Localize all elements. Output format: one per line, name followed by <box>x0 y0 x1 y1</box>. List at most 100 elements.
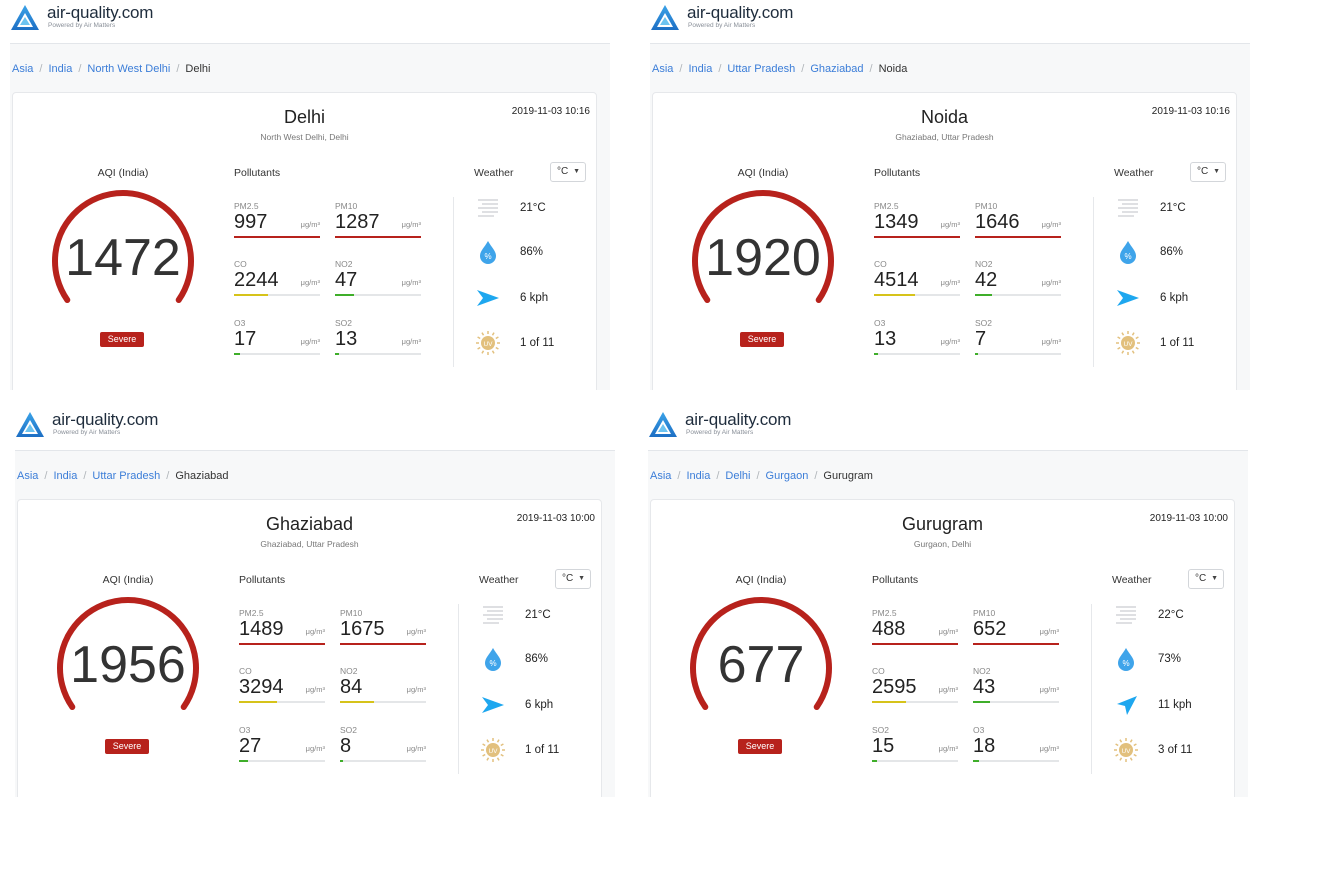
pollutant-name: PM2.5 <box>872 608 897 618</box>
pollutant-level-fill <box>874 294 916 296</box>
breadcrumb-link[interactable]: Asia <box>12 63 34 75</box>
pollutant-o3[interactable]: O3 27 μg/m³ <box>239 725 325 771</box>
temperature-unit-select[interactable]: °C ▼ <box>555 569 591 589</box>
breadcrumb-separator: / <box>716 470 720 482</box>
brand-name[interactable]: air-quality.com <box>47 3 154 22</box>
brand-logo-icon[interactable] <box>650 4 679 30</box>
brand-name[interactable]: air-quality.com <box>685 410 792 429</box>
city-region: Gurgaon, Delhi <box>913 539 972 549</box>
breadcrumb-link[interactable]: North West Delhi <box>87 63 171 75</box>
site-header: air-quality.com Powered by Air Matters <box>10 0 610 44</box>
weather-uv-value: 3 of 11 <box>1158 744 1193 756</box>
aqi-value: 677 <box>717 636 805 694</box>
pollutant-level-bar <box>234 294 320 296</box>
pollutant-so2[interactable]: SO2 7 μg/m³ <box>975 318 1061 364</box>
pollutant-no2[interactable]: NO2 84 μg/m³ <box>340 666 426 712</box>
temperature-unit-select[interactable]: °C ▼ <box>1190 162 1226 182</box>
pollutant-value: 2595 <box>872 676 917 698</box>
pollutant-pm10[interactable]: PM10 1646 μg/m³ <box>975 201 1061 247</box>
weather-humidity-value: 86% <box>520 246 544 258</box>
pollutant-value: 1675 <box>340 618 385 640</box>
city-region: North West Delhi, Delhi <box>260 132 349 142</box>
breadcrumb-link[interactable]: Uttar Pradesh <box>727 63 796 75</box>
pollutant-unit: μg/m³ <box>401 220 421 229</box>
temperature-unit-select[interactable]: °C ▼ <box>1188 569 1224 589</box>
brand-logo-icon[interactable] <box>648 411 677 437</box>
brand-logo-icon[interactable] <box>15 411 44 437</box>
aqi-card: Gurugram Gurgaon, Delhi 2019-11-03 10:00 AQ… <box>650 499 1235 797</box>
pollutant-so2[interactable]: SO2 15 μg/m³ <box>872 725 958 771</box>
humidity-drop-icon: % <box>1112 646 1140 672</box>
pollutant-pm10[interactable]: PM10 1287 μg/m³ <box>335 201 421 247</box>
pollutant-unit: μg/m³ <box>1041 337 1061 346</box>
aqi-gauge <box>47 189 199 311</box>
pollutant-unit: μg/m³ <box>1041 278 1061 287</box>
panel-ghaziabad: air-quality.com Powered by Air Matters Asi… <box>15 407 615 797</box>
pollutant-co[interactable]: CO 3294 μg/m³ <box>239 666 325 712</box>
breadcrumb-link[interactable]: Asia <box>17 470 39 482</box>
weather-temp-value: 21°C <box>525 609 551 621</box>
brand-name[interactable]: air-quality.com <box>687 3 794 22</box>
pollutant-co[interactable]: CO 4514 μg/m³ <box>874 259 960 305</box>
pollutant-co[interactable]: CO 2244 μg/m³ <box>234 259 320 305</box>
breadcrumb-link[interactable]: Ghaziabad <box>810 63 864 75</box>
pollutant-name: CO <box>874 259 887 269</box>
humidity-drop-icon: % <box>479 646 507 672</box>
pollutant-name: PM10 <box>335 201 358 211</box>
pollutant-no2[interactable]: NO2 42 μg/m³ <box>975 259 1061 305</box>
brand-logo-icon[interactable] <box>10 4 39 30</box>
pollutant-no2[interactable]: NO2 47 μg/m³ <box>335 259 421 305</box>
pollutant-level-bar <box>234 353 320 355</box>
pollutant-pm10[interactable]: PM10 652 μg/m³ <box>973 608 1059 654</box>
city-region: Ghaziabad, Uttar Pradesh <box>260 539 359 549</box>
breadcrumb-link[interactable]: Asia <box>652 63 674 75</box>
breadcrumb-link[interactable]: India <box>48 63 73 75</box>
breadcrumb-link[interactable]: Gurgaon <box>765 470 809 482</box>
pollutant-value: 17 <box>234 328 257 350</box>
section-divider <box>1093 197 1094 367</box>
pollutant-level-fill <box>239 760 248 762</box>
breadcrumb: Asia / India / Delhi / Gurgaon / Gurugram <box>650 470 873 482</box>
pollutant-so2[interactable]: SO2 13 μg/m³ <box>335 318 421 364</box>
pollutant-unit: μg/m³ <box>940 220 960 229</box>
pollutant-co[interactable]: CO 2595 μg/m³ <box>872 666 958 712</box>
pollutant-pm25[interactable]: PM2.5 997 μg/m³ <box>234 201 320 247</box>
pollutant-level-bar <box>975 353 1061 355</box>
pollutant-value: 488 <box>872 618 906 640</box>
pollutant-pm25[interactable]: PM2.5 488 μg/m³ <box>872 608 958 654</box>
weather-temp-value: 22°C <box>1158 609 1184 621</box>
breadcrumb-link[interactable]: India <box>688 63 713 75</box>
pollutant-level-bar <box>975 294 1061 296</box>
breadcrumb-link[interactable]: Uttar Pradesh <box>92 470 161 482</box>
pollutant-name: NO2 <box>975 259 993 269</box>
temperature-unit-select[interactable]: °C ▼ <box>550 162 586 182</box>
pollutant-no2[interactable]: NO2 43 μg/m³ <box>973 666 1059 712</box>
pollutant-level-bar <box>239 643 325 645</box>
breadcrumb-separator: / <box>39 63 43 75</box>
breadcrumb-current: Delhi <box>185 63 211 75</box>
pollutant-pm10[interactable]: PM10 1675 μg/m³ <box>340 608 426 654</box>
breadcrumb-current: Noida <box>878 63 908 75</box>
breadcrumb-separator: / <box>814 470 818 482</box>
pollutant-o3[interactable]: O3 13 μg/m³ <box>874 318 960 364</box>
pollutant-name: PM10 <box>973 608 996 618</box>
caret-down-icon: ▼ <box>578 575 585 582</box>
breadcrumb-link[interactable]: Asia <box>650 470 672 482</box>
pollutant-o3[interactable]: O3 18 μg/m³ <box>973 725 1059 771</box>
pollutant-level-bar <box>335 294 421 296</box>
pollutant-o3[interactable]: O3 17 μg/m³ <box>234 318 320 364</box>
pollutant-name: O3 <box>234 318 246 328</box>
pollutant-level-fill <box>872 643 958 645</box>
pollutant-pm25[interactable]: PM2.5 1349 μg/m³ <box>874 201 960 247</box>
breadcrumb-link[interactable]: Delhi <box>725 470 751 482</box>
breadcrumb-link[interactable]: India <box>53 470 78 482</box>
pollutant-unit: μg/m³ <box>1039 627 1059 636</box>
pollutant-so2[interactable]: SO2 8 μg/m³ <box>340 725 426 771</box>
pollutant-level-bar <box>872 701 958 703</box>
pollutant-pm25[interactable]: PM2.5 1489 μg/m³ <box>239 608 325 654</box>
pollutant-level-bar <box>335 353 421 355</box>
site-header: air-quality.com Powered by Air Matters <box>648 407 1248 451</box>
breadcrumb-link[interactable]: India <box>686 470 711 482</box>
haze-icon <box>1114 195 1142 221</box>
brand-name[interactable]: air-quality.com <box>52 410 159 429</box>
